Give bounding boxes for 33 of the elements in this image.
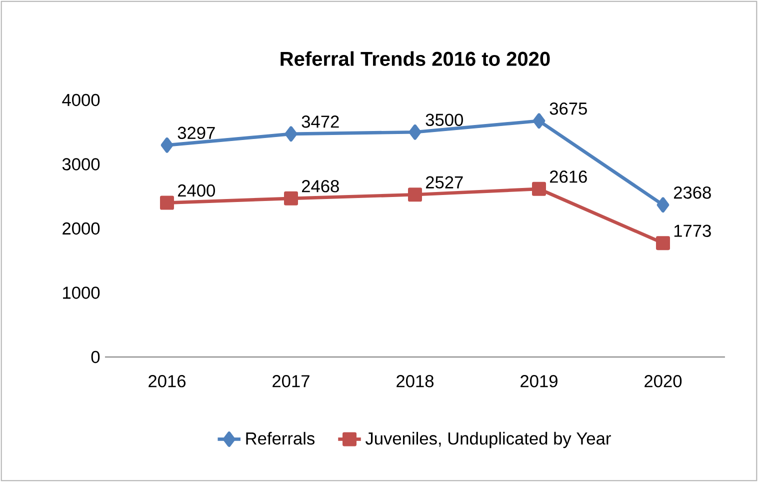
data-label: 3675	[550, 102, 587, 115]
x-tick-label: 2017	[272, 375, 310, 388]
data-label: 2527	[426, 176, 463, 189]
point	[408, 188, 422, 202]
point	[532, 113, 546, 129]
y-tick-label: 1000	[63, 286, 100, 299]
y-tick-label: 2000	[62, 222, 100, 235]
data-label: 2468	[302, 180, 339, 192]
point	[160, 196, 174, 210]
point	[160, 137, 174, 153]
point	[656, 236, 670, 250]
x-tick-label: 2016	[148, 375, 186, 388]
data-label: 2616	[550, 170, 587, 183]
data-label: 3500	[426, 114, 463, 126]
data-label: 2400	[178, 184, 215, 197]
point	[284, 191, 298, 206]
data-label: 2368	[674, 186, 711, 199]
point	[284, 126, 298, 142]
data-label: 3297	[178, 126, 215, 140]
legend-label: Juveniles, Unduplicated by Year	[366, 432, 611, 448]
legend-label: Referrals	[246, 432, 315, 445]
point	[532, 182, 546, 196]
y-tick-label: 0	[91, 350, 100, 364]
x-tick-label: 2020	[644, 375, 682, 388]
chart-title: Referral Trends 2016 to 2020	[280, 51, 550, 66]
data-label: 1773	[674, 224, 711, 237]
x-tick-label: 2018	[396, 375, 434, 388]
y-tick-label: 4000	[62, 94, 100, 106]
data-label: 3472	[302, 116, 339, 128]
x-tick-label: 2019	[520, 375, 558, 388]
point	[408, 124, 422, 140]
point	[656, 197, 670, 213]
y-tick-label: 3000	[62, 158, 100, 170]
